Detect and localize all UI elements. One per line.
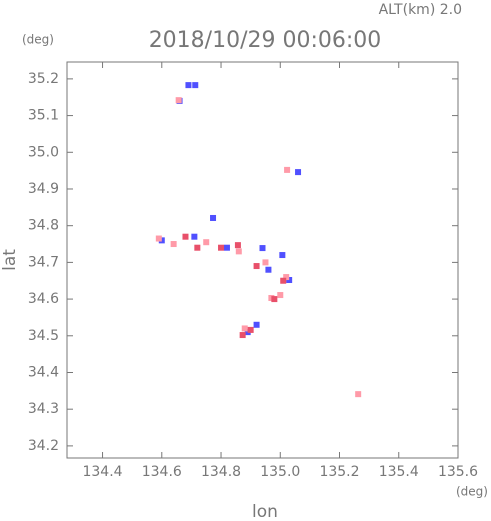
echo-point (259, 245, 266, 252)
echo-point (355, 391, 362, 398)
y-tick-label: 34.4 (28, 364, 59, 380)
echo-point (247, 326, 254, 333)
echo-point (210, 214, 217, 221)
echo-point (223, 244, 230, 251)
echo-point (235, 248, 242, 255)
echo-point (262, 259, 269, 266)
y-tick-label: 35.1 (28, 108, 59, 124)
echo-point (182, 233, 189, 240)
chart-title: 2018/10/29 00:06:00 (149, 28, 382, 53)
echo-point (253, 263, 260, 270)
y-unit: (deg) (22, 33, 54, 47)
y-tick-label: 34.8 (28, 218, 59, 234)
echo-point (234, 242, 241, 249)
echo-point (239, 332, 246, 339)
x-tick-label: 135.6 (438, 464, 478, 480)
y-tick-label: 34.5 (28, 328, 59, 344)
echo-point (185, 82, 192, 89)
x-axis-label: lon (252, 502, 278, 521)
x-tick-label: 135.0 (260, 464, 300, 480)
echo-point (218, 244, 225, 251)
y-tick-label: 34.6 (28, 291, 59, 307)
echo-point (155, 235, 162, 242)
x-tick-label: 134.6 (142, 464, 182, 480)
altitude-label: ALT(km) 2.0 (379, 2, 462, 18)
y-tick-label: 34.9 (28, 181, 59, 197)
y-tick-label: 34.2 (28, 438, 59, 454)
x-unit: (deg) (456, 485, 488, 499)
echo-point (277, 292, 284, 299)
echo-point (175, 97, 182, 104)
echo-point (295, 169, 302, 176)
echo-point (203, 239, 210, 246)
plot-frame (66, 61, 459, 459)
echo-point (279, 252, 286, 259)
echo-point (271, 296, 278, 303)
echo-point (280, 277, 287, 284)
echo-point (194, 244, 201, 251)
x-tick-label: 134.8 (201, 464, 241, 480)
echo-point (192, 82, 199, 89)
echo-point (170, 241, 177, 248)
echo-point (191, 233, 198, 240)
y-tick-label: 35.0 (28, 144, 59, 160)
x-tick-label: 134.4 (82, 464, 122, 480)
echo-point (241, 325, 248, 332)
y-tick-label: 34.3 (28, 401, 59, 417)
echo-point (283, 274, 290, 281)
y-tick-label: 35.2 (28, 71, 59, 87)
echo-point (265, 266, 272, 273)
y-axis-label: lat (0, 249, 20, 271)
echo-point (284, 166, 291, 173)
echo-point (253, 321, 260, 328)
x-tick-label: 135.4 (379, 464, 419, 480)
y-tick-label: 34.7 (28, 254, 59, 270)
x-tick-label: 135.2 (319, 464, 359, 480)
